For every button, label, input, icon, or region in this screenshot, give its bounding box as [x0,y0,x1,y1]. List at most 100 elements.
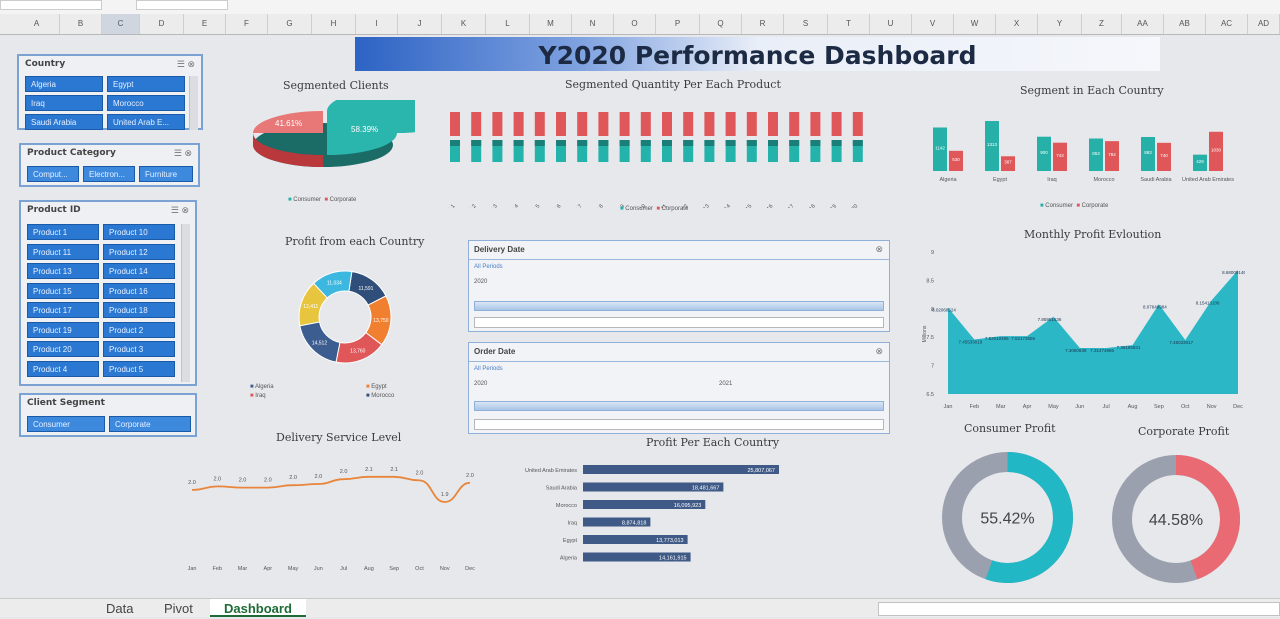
name-box[interactable] [0,0,102,10]
order-date-scrollbar[interactable] [474,419,884,430]
order-date-periods[interactable]: All Periods [474,366,503,372]
slicer-item-electronics[interactable]: Electron... [83,166,135,182]
segment-slicer[interactable]: Client Segment Consumer Corporate [19,393,197,437]
data-label: 7.45533019 [958,339,982,344]
slicer-item-product[interactable]: Product 15 [27,282,99,299]
delivery-date-timeline[interactable]: Delivery Date ⊗ All Periods 2020 [468,240,890,332]
order-date-year-2: 2021 [719,381,733,387]
data-label: 7.3060838 [1065,348,1087,353]
column-header[interactable]: AB [1164,14,1206,34]
column-header[interactable]: Y [1038,14,1082,34]
column-header[interactable]: AD [1248,14,1280,34]
column-header[interactable]: Q [700,14,742,34]
clear-filter-icon[interactable]: ☰ ⊗ [170,205,189,215]
column-header[interactable]: N [572,14,614,34]
column-header[interactable]: B [60,14,102,34]
slicer-item-iraq[interactable]: Iraq [25,95,103,111]
x-tick-label: Jan [188,566,197,572]
category-slicer[interactable]: Product Category ☰ ⊗ Comput... Electron.… [19,143,200,187]
delivery-date-scrollbar[interactable] [474,317,884,328]
column-header[interactable]: A [14,14,60,34]
bar-consumer-cap [683,140,694,146]
column-header[interactable]: W [954,14,996,34]
order-date-range-bar[interactable] [474,401,884,411]
slicer-item-product[interactable]: Product 20 [27,341,99,357]
column-header[interactable]: T [828,14,870,34]
column-header[interactable]: R [742,14,784,34]
country-slicer[interactable]: Country ☰ ⊗ Algeria Egypt Iraq Morocco S… [17,54,203,130]
slicer-item-uae[interactable]: United Arab E... [107,114,185,130]
bar-profit [583,552,691,562]
horizontal-scrollbar[interactable] [878,602,1280,616]
slicer-item-product[interactable]: Product 12 [103,243,175,260]
product-slicer-scrollbar[interactable] [181,224,190,382]
column-header[interactable]: U [870,14,912,34]
column-header[interactable]: M [530,14,572,34]
clear-filter-icon[interactable]: ⊗ [875,244,883,254]
delivery-date-range-bar[interactable] [474,301,884,311]
column-header[interactable]: I [356,14,398,34]
slicer-item-product[interactable]: Product 5 [103,360,175,377]
order-date-timeline[interactable]: Order Date ⊗ All Periods 2020 2021 [468,342,890,434]
tab-dashboard[interactable]: Dashboard [210,599,306,617]
slicer-item-product[interactable]: Product 19 [27,321,99,338]
column-header[interactable]: S [784,14,828,34]
slicer-item-corporate[interactable]: Corporate [109,416,191,432]
slicer-item-computers[interactable]: Comput... [27,166,79,182]
bar-corporate [831,112,842,136]
slicer-item-product[interactable]: Product 13 [27,263,99,279]
bar-corporate [1105,141,1119,171]
tab-pivot[interactable]: Pivot [164,601,193,616]
column-header[interactable]: F [226,14,268,34]
tab-data[interactable]: Data [106,601,134,616]
column-header[interactable]: L [486,14,530,34]
slicer-item-product[interactable]: Product 18 [103,302,175,318]
column-header[interactable]: H [312,14,356,34]
data-label: 8.07648984 [1143,304,1167,309]
data-label: 2.1 [390,467,398,473]
slicer-item-product[interactable]: Product 11 [27,243,99,260]
column-header[interactable]: AC [1206,14,1248,34]
slicer-item-egypt[interactable]: Egypt [107,76,185,92]
column-header[interactable]: AA [1122,14,1164,34]
column-header[interactable]: O [614,14,656,34]
column-header[interactable]: X [996,14,1038,34]
clear-filter-icon[interactable]: ⊗ [875,346,883,356]
column-header[interactable]: Z [1082,14,1122,34]
column-header[interactable]: G [268,14,312,34]
bar-corporate [492,112,503,136]
slicer-item-product[interactable]: Product 3 [103,341,175,357]
clear-filter-icon[interactable]: ☰ ⊗ [176,59,195,69]
slicer-item-algeria[interactable]: Algeria [25,76,103,92]
slicer-item-product[interactable]: Product 1 [27,224,99,240]
slicer-item-product[interactable]: Product 14 [103,263,175,279]
bar-consumer-cap [746,140,757,146]
formula-bar[interactable] [136,0,228,10]
slicer-item-saudi-arabia[interactable]: Saudi Arabia [25,114,103,130]
clear-filter-icon[interactable]: ☰ ⊗ [173,148,192,158]
donut-value-arc [1175,455,1240,580]
delivery-date-periods[interactable]: All Periods [474,264,503,270]
slicer-item-product[interactable]: Product 2 [103,321,175,338]
column-header[interactable]: K [442,14,486,34]
column-header[interactable]: V [912,14,954,34]
data-label: 8,874,818 [622,521,646,527]
column-header[interactable]: D [140,14,184,34]
bar-consumer [513,140,524,162]
bar-corporate [789,112,800,136]
product-id-slicer[interactable]: Product ID ☰ ⊗ Product 1 Product 10 Produc… [19,200,197,386]
slicer-item-consumer[interactable]: Consumer [27,416,105,432]
country-slicer-scrollbar[interactable] [189,76,198,130]
column-header[interactable]: C [102,14,140,34]
slicer-item-product[interactable]: Product 4 [27,360,99,377]
slicer-item-morocco[interactable]: Morocco [107,95,185,111]
column-header[interactable]: J [398,14,442,34]
slicer-item-furniture[interactable]: Furniture [139,166,193,182]
slicer-item-product[interactable]: Product 10 [103,224,175,240]
slicer-item-product[interactable]: Product 17 [27,302,99,318]
column-header[interactable]: E [184,14,226,34]
x-tick-label: Feb [970,404,979,410]
column-header[interactable]: P [656,14,700,34]
slicer-item-product[interactable]: Product 16 [103,282,175,299]
